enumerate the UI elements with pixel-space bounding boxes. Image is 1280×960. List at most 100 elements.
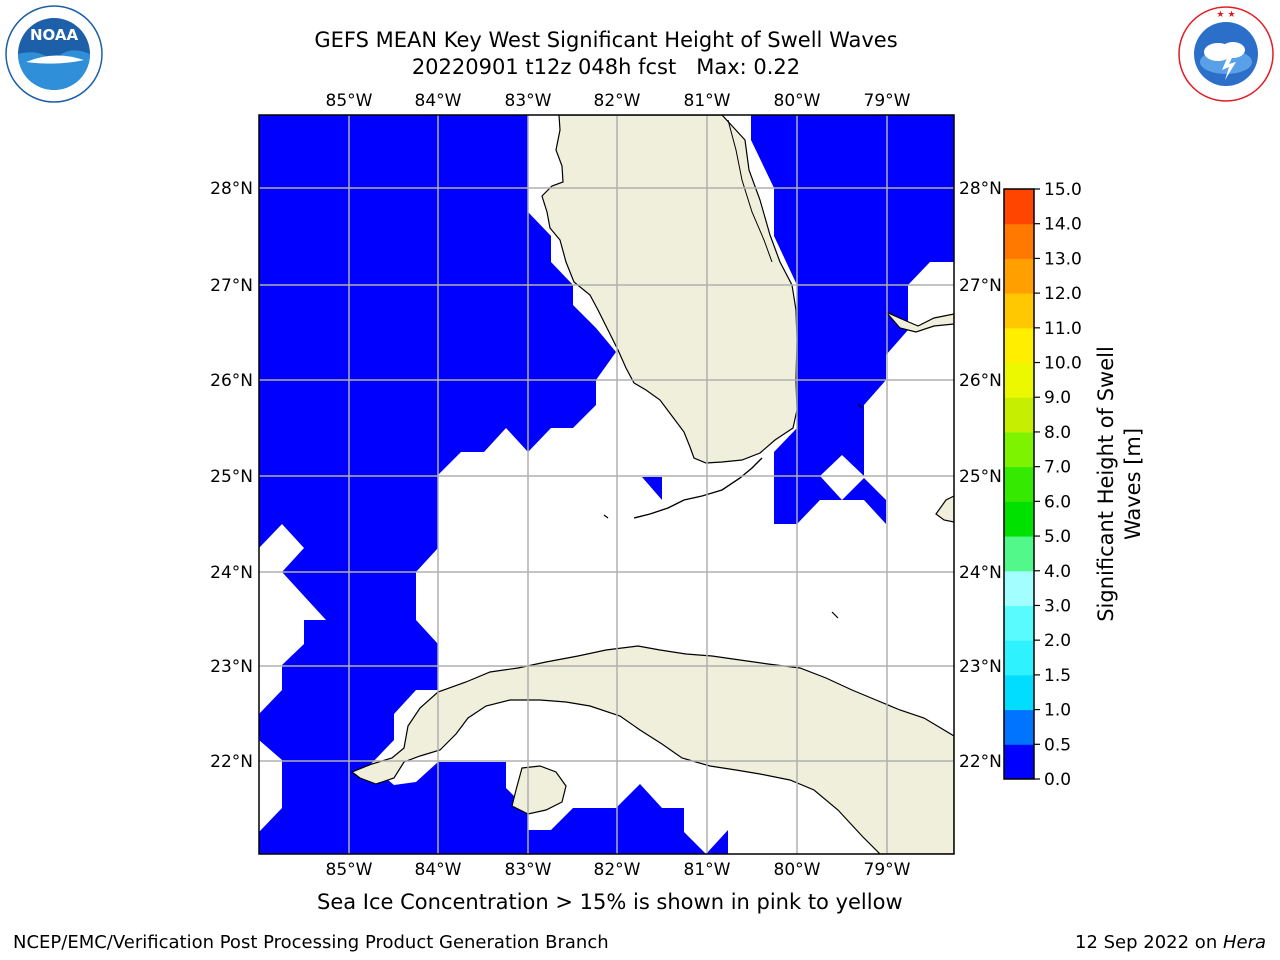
swell-fill-florida-bay bbox=[642, 477, 662, 500]
colorbar-swatch bbox=[1004, 362, 1034, 398]
colorbar-swatch bbox=[1004, 744, 1034, 780]
chart-subtitle: 20220901 t12z 048h fcst Max: 0.22 bbox=[411, 55, 801, 79]
lon-label-bottom: 80°W bbox=[774, 860, 821, 880]
land-isla-juventud bbox=[511, 765, 567, 815]
sea-ice-caption: Sea Ice Concentration > 15% is shown in … bbox=[317, 890, 903, 914]
colorbar-swatch bbox=[1004, 189, 1034, 225]
swell-fill-gulf bbox=[259, 115, 728, 854]
land-cuba bbox=[350, 645, 954, 854]
lat-labels-right: 28°N 27°N 26°N 25°N 24°N 23°N 22°N bbox=[959, 179, 1002, 772]
colorbar-swatch bbox=[1004, 640, 1034, 676]
noaa-logo-text: NOAA bbox=[30, 26, 79, 44]
colorbar-tick-label: 1.0 bbox=[1044, 701, 1071, 721]
noaa-logo: NOAA bbox=[5, 5, 103, 103]
lat-labels-left: 28°N 27°N 26°N 25°N 24°N 23°N 22°N bbox=[210, 179, 253, 772]
lon-label-bottom: 84°W bbox=[415, 860, 462, 880]
colorbar-tick-label: 4.0 bbox=[1044, 562, 1071, 582]
lat-label-right: 25°N bbox=[959, 467, 1002, 487]
footer-date: 12 Sep 2022 on Hera bbox=[1075, 932, 1266, 953]
colorbar-swatch bbox=[1004, 431, 1034, 468]
colorbar-swatch bbox=[1004, 293, 1034, 329]
land-florida-keys bbox=[633, 457, 763, 519]
colorbar-swatch bbox=[1004, 258, 1034, 294]
colorbar-tick-label: 0.5 bbox=[1044, 735, 1071, 755]
colorbar-swatch bbox=[1004, 605, 1034, 641]
footer-host: Hera bbox=[1222, 932, 1266, 953]
colorbar-tick-label: 13.0 bbox=[1044, 249, 1082, 269]
colorbar-swatch bbox=[1004, 397, 1034, 433]
colorbar-tick-label: 14.0 bbox=[1044, 215, 1082, 235]
colorbar-tick-label: 11.0 bbox=[1044, 319, 1082, 339]
lon-label-top: 79°W bbox=[864, 91, 911, 111]
colorbar-swatch bbox=[1004, 570, 1034, 606]
colorbar-tick-label: 2.0 bbox=[1044, 631, 1071, 651]
colorbar-swatch bbox=[1004, 501, 1034, 537]
land-lagoon bbox=[727, 119, 773, 263]
land-florida bbox=[541, 115, 798, 464]
lon-label-top: 84°W bbox=[415, 91, 462, 111]
colorbar-label-line1: Significant Height of Swell bbox=[1094, 346, 1118, 622]
land-cay-sal bbox=[831, 611, 839, 619]
chart-title: GEFS MEAN Key West Significant Height of… bbox=[314, 28, 898, 52]
lat-label-left: 22°N bbox=[210, 752, 253, 772]
colorbar-tick-label: 15.0 bbox=[1044, 180, 1082, 200]
lon-label-bottom: 79°W bbox=[864, 860, 911, 880]
lon-label-top: 81°W bbox=[684, 91, 731, 111]
colorbar-tick-label: 10.0 bbox=[1044, 354, 1082, 374]
footer-branch: NCEP/EMC/Verification Post Processing Pr… bbox=[13, 932, 609, 953]
lat-label-left: 24°N bbox=[210, 563, 253, 583]
lon-label-bottom: 81°W bbox=[684, 860, 731, 880]
lon-label-bottom: 85°W bbox=[326, 860, 373, 880]
colorbar-label-line2: Waves [m] bbox=[1121, 428, 1145, 540]
lon-label-bottom: 82°W bbox=[594, 860, 641, 880]
colorbar-frame bbox=[1003, 188, 1035, 780]
colorbar: 0.0 0.5 1.0 1.5 2.0 3.0 4.0 5.0 6.0 7.0 8.0 9.0 10.0… bbox=[1003, 180, 1145, 790]
lat-label-right: 22°N bbox=[959, 752, 1002, 772]
lon-labels-top: 85°W 84°W 83°W 82°W 81°W 80°W 79°W bbox=[326, 91, 911, 111]
lat-label-right: 26°N bbox=[959, 371, 1002, 391]
colorbar-swatch bbox=[1004, 466, 1034, 502]
colorbar-tick-label: 1.5 bbox=[1044, 666, 1071, 686]
lon-label-top: 83°W bbox=[505, 91, 552, 111]
colorbar-tick-label: 8.0 bbox=[1044, 423, 1071, 443]
lat-label-right: 24°N bbox=[959, 563, 1002, 583]
colorbar-tick-label: 5.0 bbox=[1044, 527, 1071, 547]
map-gridlines bbox=[259, 115, 954, 854]
colorbar-tick-label: 12.0 bbox=[1044, 284, 1082, 304]
lat-label-left: 26°N bbox=[210, 371, 253, 391]
nws-logo: ★ ★ bbox=[1178, 6, 1274, 102]
lat-label-left: 27°N bbox=[210, 276, 253, 296]
colorbar-tick-label: 6.0 bbox=[1044, 492, 1071, 512]
map-frame bbox=[258, 114, 955, 855]
colorbar-swatch bbox=[1004, 674, 1034, 711]
lon-labels-bottom: 85°W 84°W 83°W 82°W 81°W 80°W 79°W bbox=[326, 860, 911, 880]
colorbar-swatch bbox=[1004, 327, 1034, 364]
lat-label-left: 28°N bbox=[210, 179, 253, 199]
lon-label-bottom: 83°W bbox=[505, 860, 552, 880]
lat-label-right: 23°N bbox=[959, 657, 1002, 677]
colorbar-tick-label: 0.0 bbox=[1044, 770, 1071, 790]
land-bahamas-2 bbox=[935, 495, 954, 523]
land-dry-tortugas bbox=[603, 514, 609, 519]
lon-label-top: 82°W bbox=[594, 91, 641, 111]
lat-label-left: 25°N bbox=[210, 467, 253, 487]
colorbar-swatches bbox=[1004, 189, 1034, 780]
footer-date-text: 12 Sep 2022 on bbox=[1075, 932, 1223, 953]
colorbar-swatch bbox=[1004, 709, 1034, 745]
swell-fill-atlantic bbox=[751, 115, 954, 524]
colorbar-swatch bbox=[1004, 536, 1034, 572]
land-bahamas-1 bbox=[885, 311, 954, 333]
colorbar-ticks: 0.0 0.5 1.0 1.5 2.0 3.0 4.0 5.0 6.0 7.0 8.0 9.0 10.0… bbox=[1034, 180, 1082, 790]
lat-label-right: 28°N bbox=[959, 179, 1002, 199]
land-bahamas-3 bbox=[857, 403, 863, 409]
svg-text:★ ★: ★ ★ bbox=[1216, 10, 1235, 20]
colorbar-tick-label: 3.0 bbox=[1044, 596, 1071, 616]
lon-label-top: 80°W bbox=[774, 91, 821, 111]
lat-label-left: 23°N bbox=[210, 657, 253, 677]
colorbar-tick-label: 9.0 bbox=[1044, 388, 1071, 408]
lon-label-top: 85°W bbox=[326, 91, 373, 111]
colorbar-swatch bbox=[1004, 223, 1034, 259]
colorbar-tick-label: 7.0 bbox=[1044, 458, 1071, 478]
lat-label-right: 27°N bbox=[959, 276, 1002, 296]
